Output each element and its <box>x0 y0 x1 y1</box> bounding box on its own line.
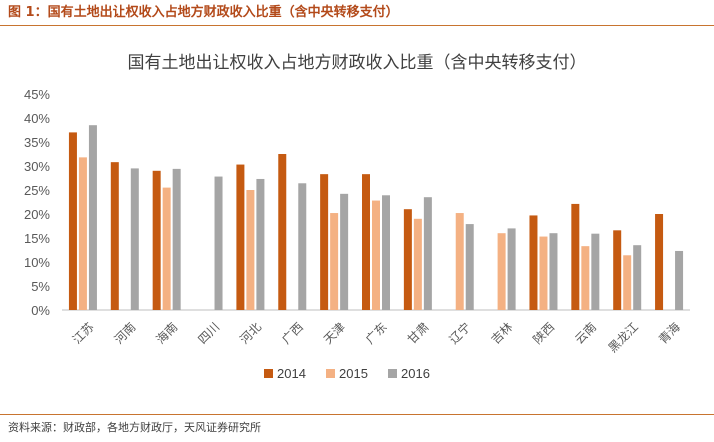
legend-swatch <box>326 369 335 378</box>
bar-2015 <box>330 213 339 310</box>
x-tick-label: 广东 <box>363 320 390 347</box>
bar-2016 <box>298 183 307 310</box>
bar-2016 <box>549 233 558 310</box>
bar-2016 <box>423 197 432 310</box>
bar-2015 <box>455 213 464 310</box>
y-tick-label: 25% <box>24 183 50 198</box>
x-tick-label: 四川 <box>195 320 222 347</box>
bar-2014 <box>152 170 161 310</box>
bar-2016 <box>675 250 684 310</box>
y-tick-label: 40% <box>24 111 50 126</box>
legend-label: 2016 <box>401 366 430 381</box>
x-tick-label: 广西 <box>279 320 306 347</box>
bar-2014 <box>68 132 77 310</box>
chart-title: 国有土地出让权收入占地方财政收入比重（含中央转移支付） <box>127 53 587 73</box>
bar-2016 <box>382 195 390 310</box>
bar-2015 <box>413 218 422 310</box>
x-tick-label: 青海 <box>655 319 683 347</box>
bar-2015 <box>246 190 255 310</box>
y-tick-label: 20% <box>24 207 50 222</box>
y-tick-label: 0% <box>31 303 50 318</box>
bar-2016 <box>591 233 600 310</box>
bar-2016 <box>88 125 97 310</box>
bar-2014 <box>236 164 245 310</box>
figure-header: 图 1：国有土地出让权收入占地方财政收入比重（含中央转移支付） <box>0 0 714 26</box>
legend-swatch <box>264 369 273 378</box>
bar-2015 <box>581 246 590 310</box>
bar-2015 <box>78 157 87 310</box>
bar-2014 <box>613 230 622 310</box>
bar-2014 <box>571 203 580 310</box>
x-tick-label: 甘肃 <box>405 320 432 347</box>
bar-2014 <box>320 174 329 310</box>
bar-2014 <box>110 162 119 310</box>
x-tick-label: 辽宁 <box>446 319 474 347</box>
bar-2016 <box>256 178 265 310</box>
bar-2016 <box>130 168 139 310</box>
bar-2014 <box>655 214 664 310</box>
x-tick-label: 河北 <box>237 320 264 347</box>
x-tick-label: 江苏 <box>70 320 97 347</box>
legend-label: 2015 <box>339 366 368 381</box>
x-tick-label: 黑龙江 <box>606 320 641 355</box>
bar-2015 <box>162 187 171 310</box>
y-tick-label: 45% <box>24 87 50 102</box>
y-tick-label: 35% <box>24 135 50 150</box>
bar-2015 <box>372 200 380 310</box>
bar-2016 <box>214 176 223 310</box>
y-tick-label: 15% <box>24 231 50 246</box>
bar-2015 <box>497 233 506 310</box>
bar-2016 <box>340 193 349 310</box>
bar-chart: 0% 5% 10% 15% 20% 25% 30% 35% 40% 45% 江苏 河南 海南 四川 河北 广西… <box>24 87 690 381</box>
y-tick-label: 30% <box>24 159 50 174</box>
x-tick-label: 陕西 <box>530 319 558 347</box>
x-tick-label: 河南 <box>111 319 139 347</box>
y-tick-label: 5% <box>31 279 50 294</box>
bar-2016 <box>507 228 516 310</box>
legend-swatch <box>388 369 397 378</box>
chart-container: 国有土地出让权收入占地方财政收入比重（含中央转移支付） 0% 5% 10% 15% 20… <box>0 30 714 408</box>
bar-2016 <box>633 245 642 310</box>
x-tick-label: 吉林 <box>488 320 515 347</box>
bar-2015 <box>623 255 632 310</box>
legend-label: 2014 <box>277 366 306 381</box>
bar-2014 <box>529 215 538 310</box>
bar-2015 <box>539 236 548 310</box>
y-tick-label: 10% <box>24 255 50 270</box>
x-tick-label: 云南 <box>572 319 600 347</box>
source-note: 资料来源：财政部，各地方财政厅，天风证券研究所 <box>0 414 714 442</box>
bar-2014 <box>278 154 287 310</box>
bar-2016 <box>172 168 181 310</box>
bar-2014 <box>403 209 412 310</box>
x-tick-label: 天津 <box>321 320 348 347</box>
bar-2016 <box>465 224 474 310</box>
x-tick-label: 海南 <box>153 319 181 347</box>
bar-2014 <box>362 174 370 310</box>
